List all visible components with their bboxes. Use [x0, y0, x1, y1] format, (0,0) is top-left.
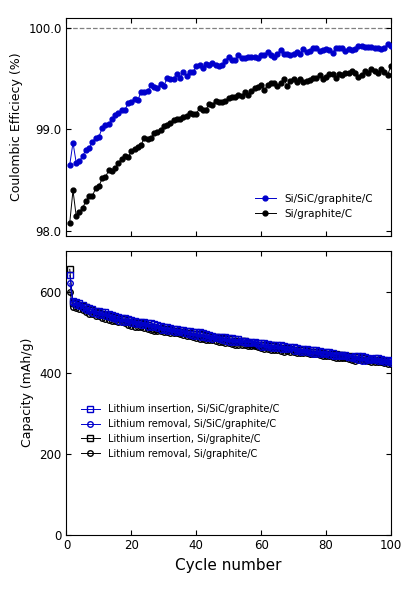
X-axis label: Cycle number: Cycle number — [175, 558, 282, 573]
Si/SiC/graphite/C — [385, 40, 390, 48]
Si/graphite/C — [233, 93, 238, 100]
Si/graphite/C — [67, 219, 72, 226]
Lithium insertion, Si/SiC/graphite/C — [388, 358, 393, 365]
Lithium removal, Si/SiC/graphite/C — [363, 358, 368, 365]
Lithium removal, Si/SiC/graphite/C — [142, 322, 147, 329]
Lithium insertion, Si/SiC/graphite/C — [129, 316, 134, 323]
Si/graphite/C — [129, 148, 134, 155]
Si/SiC/graphite/C — [388, 43, 393, 50]
Lithium removal, Si/graphite/C — [372, 359, 377, 366]
Lithium removal, Si/SiC/graphite/C — [372, 357, 377, 364]
Si/SiC/graphite/C — [233, 57, 238, 64]
Lithium insertion, Si/graphite/C — [67, 266, 72, 273]
Line: Lithium removal, Si/graphite/C: Lithium removal, Si/graphite/C — [67, 289, 394, 366]
Lithium removal, Si/graphite/C — [363, 356, 368, 364]
Si/graphite/C — [363, 67, 368, 74]
Lithium insertion, Si/SiC/graphite/C — [363, 354, 368, 361]
Lithium removal, Si/graphite/C — [388, 360, 393, 367]
Si/SiC/graphite/C — [372, 45, 377, 52]
Lithium insertion, Si/SiC/graphite/C — [372, 355, 377, 362]
Lithium insertion, Si/graphite/C — [385, 357, 390, 364]
Lithium removal, Si/SiC/graphite/C — [259, 343, 264, 350]
Si/graphite/C — [259, 81, 264, 88]
Lithium insertion, Si/graphite/C — [259, 342, 264, 349]
Lithium insertion, Si/graphite/C — [372, 356, 377, 364]
Line: Lithium insertion, Si/graphite/C: Lithium insertion, Si/graphite/C — [67, 267, 394, 364]
Lithium removal, Si/SiC/graphite/C — [233, 339, 238, 346]
Y-axis label: Capacity (mAh/g): Capacity (mAh/g) — [21, 338, 34, 447]
Lithium insertion, Si/graphite/C — [363, 355, 368, 362]
Lithium removal, Si/SiC/graphite/C — [129, 319, 134, 326]
Lithium insertion, Si/SiC/graphite/C — [259, 339, 264, 346]
Lithium insertion, Si/graphite/C — [233, 337, 238, 345]
Line: Lithium removal, Si/SiC/graphite/C: Lithium removal, Si/SiC/graphite/C — [67, 280, 394, 365]
Lithium removal, Si/graphite/C — [67, 288, 72, 295]
Lithium insertion, Si/graphite/C — [142, 321, 147, 328]
Si/graphite/C — [372, 67, 377, 74]
Lithium removal, Si/SiC/graphite/C — [388, 359, 393, 366]
Y-axis label: Coulombic Efficiecy (%): Coulombic Efficiecy (%) — [10, 53, 23, 201]
Si/SiC/graphite/C — [142, 89, 147, 96]
Lithium insertion, Si/SiC/graphite/C — [67, 272, 72, 279]
Legend: Si/SiC/graphite/C, Si/graphite/C: Si/SiC/graphite/C, Si/graphite/C — [252, 191, 376, 222]
Si/SiC/graphite/C — [67, 162, 72, 169]
Lithium removal, Si/graphite/C — [233, 341, 238, 348]
Line: Lithium insertion, Si/SiC/graphite/C: Lithium insertion, Si/SiC/graphite/C — [67, 273, 394, 364]
Lithium removal, Si/graphite/C — [259, 344, 264, 351]
Si/SiC/graphite/C — [363, 43, 368, 50]
Lithium insertion, Si/SiC/graphite/C — [142, 319, 147, 326]
Si/graphite/C — [388, 62, 393, 69]
Lithium insertion, Si/graphite/C — [129, 318, 134, 326]
Si/SiC/graphite/C — [259, 51, 264, 58]
Line: Si/SiC/graphite/C: Si/SiC/graphite/C — [67, 41, 393, 168]
Lithium removal, Si/graphite/C — [129, 323, 134, 330]
Lithium insertion, Si/SiC/graphite/C — [233, 336, 238, 343]
Lithium removal, Si/SiC/graphite/C — [67, 280, 72, 287]
Si/SiC/graphite/C — [129, 98, 134, 105]
Legend: Lithium insertion, Si/SiC/graphite/C, Lithium removal, Si/SiC/graphite/C, Lithiu: Lithium insertion, Si/SiC/graphite/C, Li… — [78, 402, 282, 462]
Lithium insertion, Si/graphite/C — [388, 357, 393, 364]
Line: Si/graphite/C: Si/graphite/C — [67, 64, 393, 225]
Lithium removal, Si/graphite/C — [142, 324, 147, 331]
Si/graphite/C — [142, 134, 147, 141]
